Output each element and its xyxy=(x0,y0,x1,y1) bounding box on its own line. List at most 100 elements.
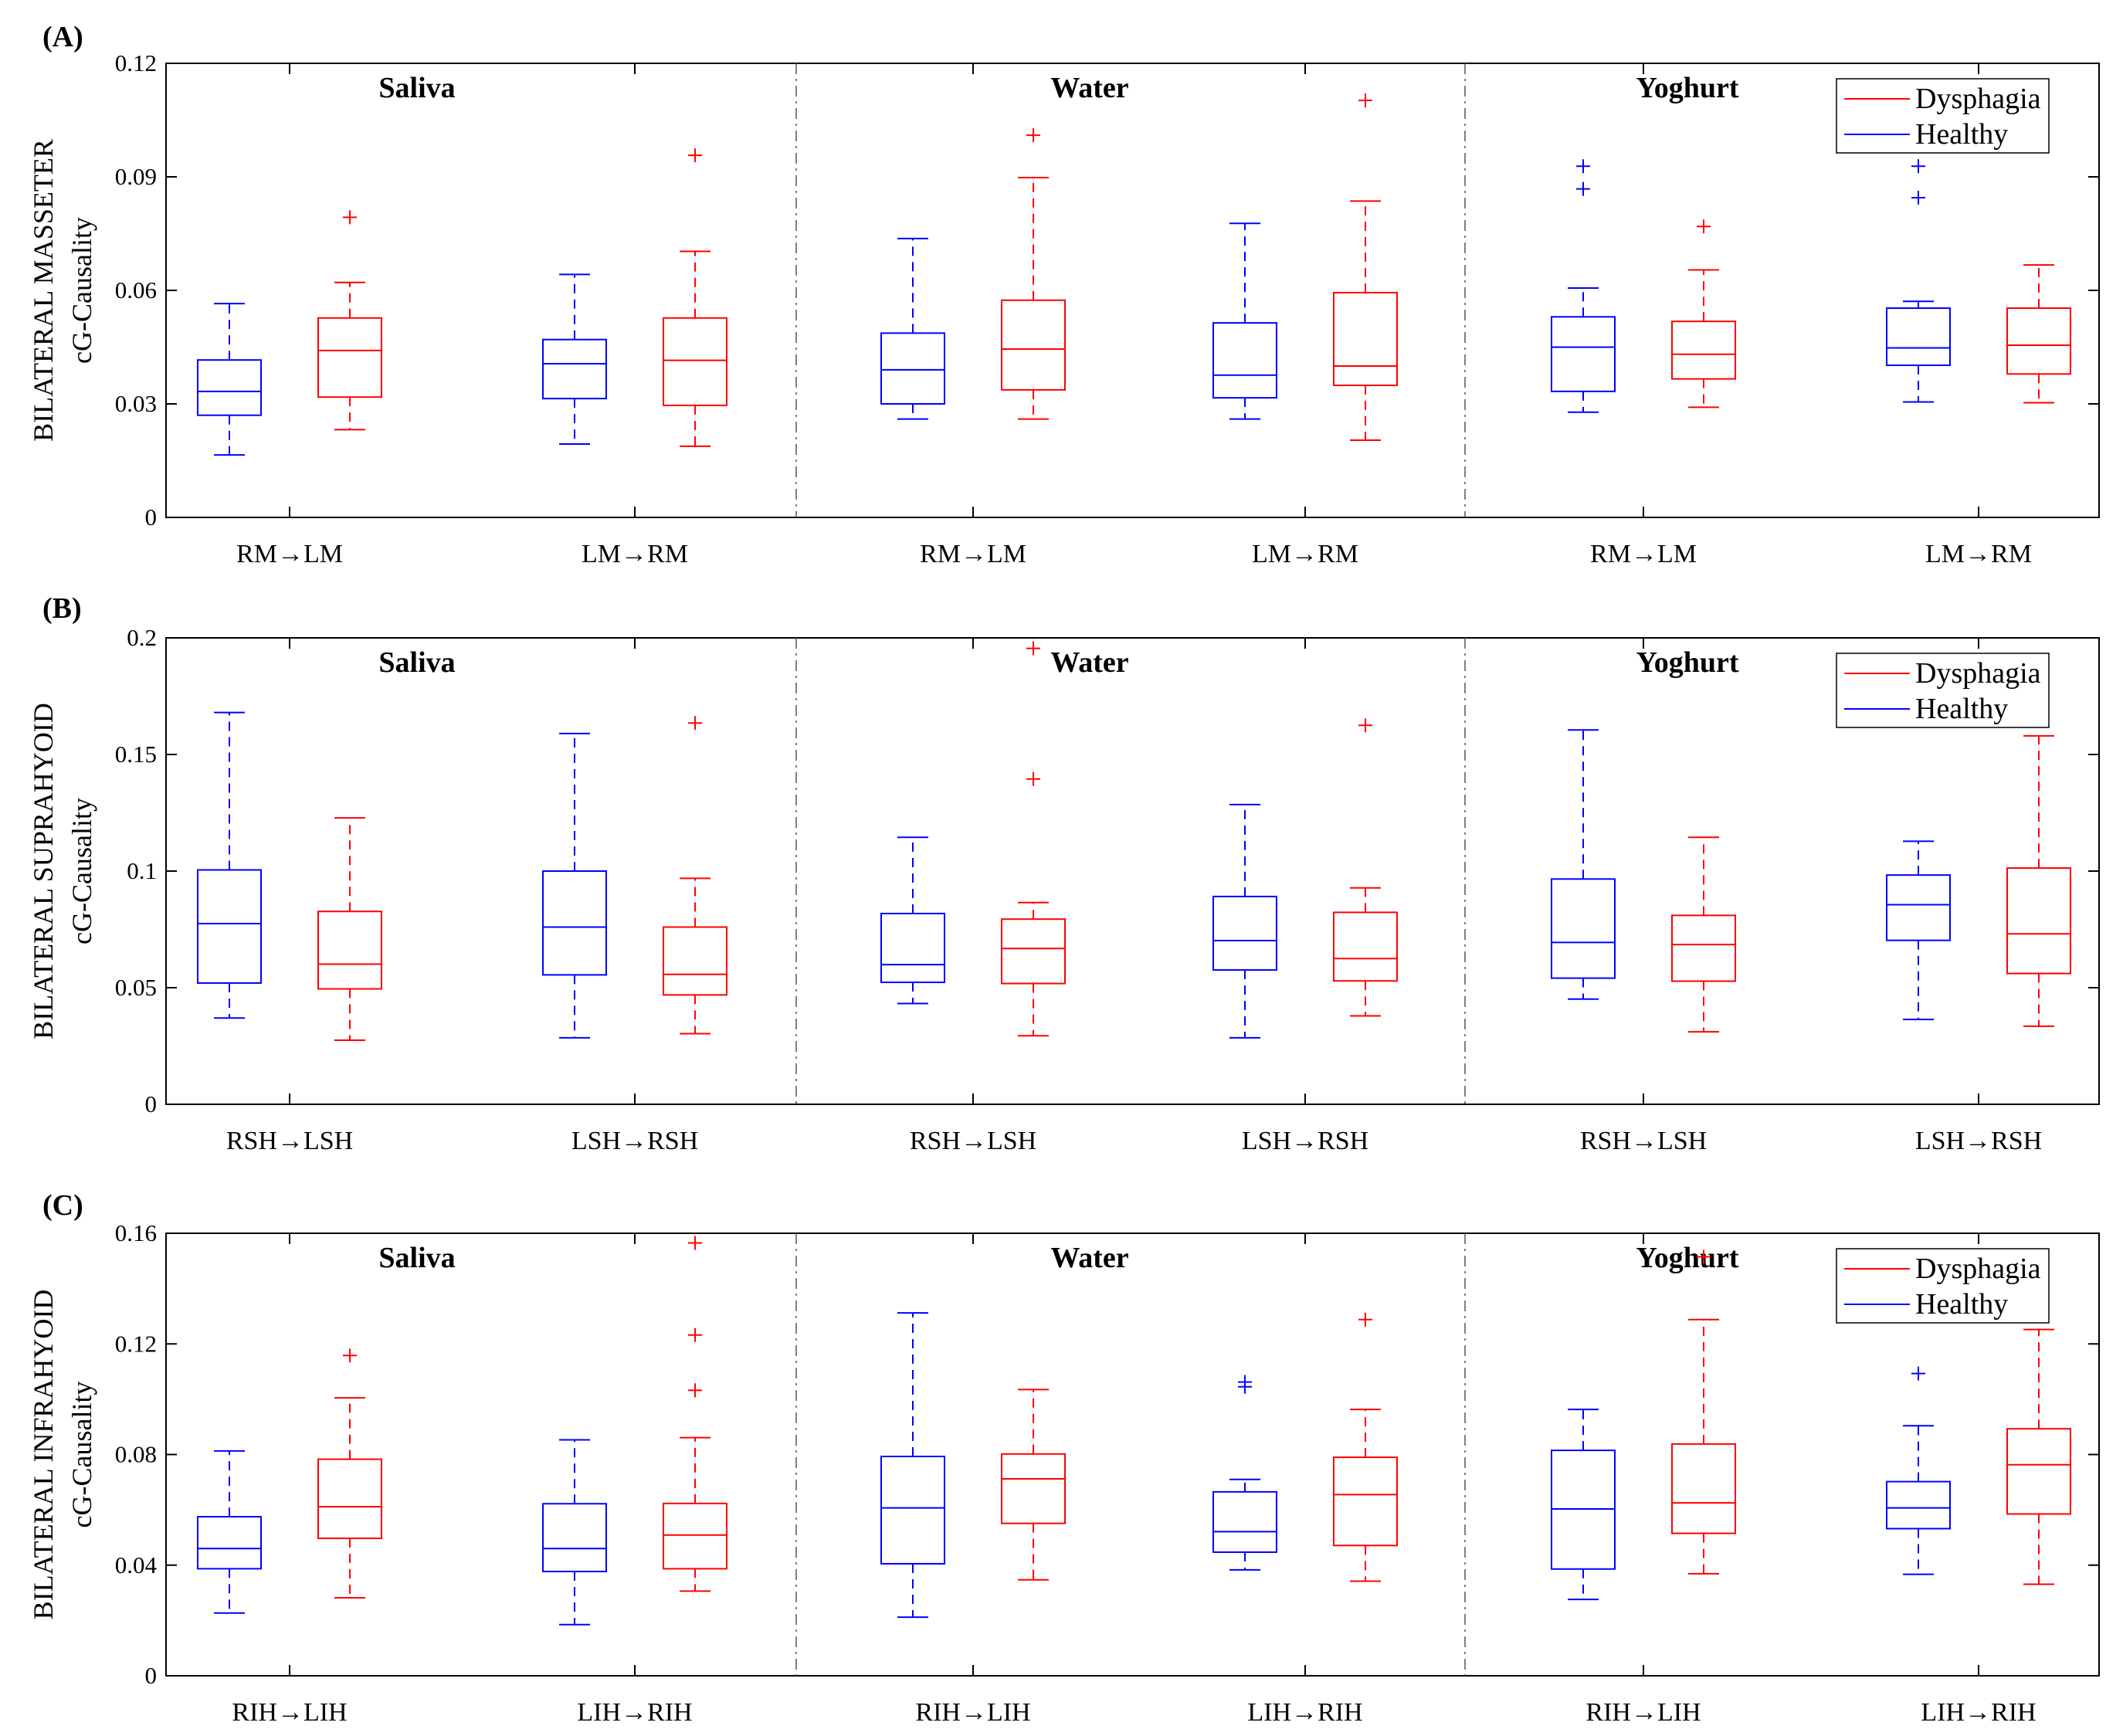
box-dysphagia xyxy=(2006,264,2071,404)
iqr-box xyxy=(1333,911,1398,982)
x-category-label: LIH→RIH xyxy=(577,1698,692,1727)
y-axis-subtitle: cG-Causality xyxy=(66,798,97,944)
x-category-label: LM→RM xyxy=(1252,540,1358,568)
outlier-marker xyxy=(1026,771,1040,786)
x-category-label: LSH→RSH xyxy=(571,1127,698,1155)
iqr-box xyxy=(2006,867,2071,975)
box-dysphagia xyxy=(2006,734,2071,1027)
iqr-box xyxy=(1001,299,1066,391)
iqr-box xyxy=(1333,291,1398,386)
outlier-marker xyxy=(688,1236,702,1250)
y-tick-label: 0.09 xyxy=(115,163,157,190)
legend-label-dysphagia: Dysphagia xyxy=(1915,657,2041,690)
iqr-box xyxy=(1886,874,1951,941)
iqr-box xyxy=(317,317,382,398)
box-healthy xyxy=(880,836,945,1005)
x-category-label: RIH→LIH xyxy=(232,1698,347,1727)
section-label: Water xyxy=(1050,1242,1128,1274)
outlier-marker xyxy=(1026,128,1040,143)
iqr-box xyxy=(197,1516,262,1570)
iqr-box xyxy=(1212,1490,1277,1553)
y-tick-label: 0.08 xyxy=(115,1441,157,1468)
iqr-box xyxy=(1551,316,1616,392)
x-category-label: RIH→LIH xyxy=(915,1698,1030,1727)
x-category-label: RM→LM xyxy=(920,540,1026,568)
box-healthy xyxy=(1551,729,1616,1000)
legend-label-healthy: Healthy xyxy=(1915,1288,2008,1321)
iqr-box xyxy=(1212,895,1277,971)
y-tick-label: 0 xyxy=(145,1662,158,1689)
box-healthy xyxy=(1212,1375,1277,1571)
outlier-marker xyxy=(1576,181,1590,196)
iqr-box xyxy=(663,926,727,996)
legend-frame xyxy=(1836,1248,2050,1324)
box-healthy xyxy=(542,732,607,1039)
y-tick-label: 0.16 xyxy=(115,1219,157,1246)
y-tick-label: 0.1 xyxy=(127,857,157,884)
iqr-box xyxy=(317,1458,382,1540)
box-healthy xyxy=(1551,1409,1616,1601)
iqr-box xyxy=(880,912,945,984)
outlier-marker xyxy=(1576,159,1590,174)
x-category-label: RM→LM xyxy=(236,540,343,568)
y-tick-label: 0.04 xyxy=(115,1551,158,1578)
box-healthy xyxy=(880,1312,945,1619)
box-dysphagia xyxy=(1333,718,1398,1017)
box-healthy xyxy=(1551,159,1616,413)
y-tick-label: 0.12 xyxy=(115,1330,157,1357)
x-category-label: RM→LM xyxy=(1590,540,1697,568)
box-dysphagia xyxy=(663,716,727,1035)
box-healthy xyxy=(542,1439,607,1626)
iqr-box xyxy=(2006,307,2071,375)
x-category-label: LSH→RSH xyxy=(1242,1127,1368,1155)
box-healthy xyxy=(1886,159,1951,403)
outlier-marker xyxy=(1911,190,1925,205)
panel-1: (A) 0 0.03 0.06 0.09 0.12 RM→LM LM→RM RM→LM LM→RM… xyxy=(28,21,2100,568)
iqr-box xyxy=(197,869,262,984)
y-tick-label: 0.15 xyxy=(115,741,157,768)
outlier-marker xyxy=(1358,1312,1372,1327)
iqr-box xyxy=(880,1456,945,1565)
outlier-marker xyxy=(343,1348,357,1363)
outlier-marker xyxy=(688,148,702,163)
section-label: Water xyxy=(1050,646,1128,679)
legend-label-healthy: Healthy xyxy=(1915,118,2008,151)
x-category-label: RSH→LSH xyxy=(910,1127,1036,1155)
section-label: Yoghurt xyxy=(1636,646,1738,679)
y-tick-label: 0 xyxy=(145,1090,158,1117)
y-axis-title: BILATERAL MASSETER xyxy=(28,139,59,442)
box-dysphagia xyxy=(1333,93,1398,442)
legend-label-healthy: Healthy xyxy=(1915,693,2008,725)
box-healthy xyxy=(880,237,945,420)
iqr-box xyxy=(542,338,607,400)
outlier-marker xyxy=(1026,641,1040,656)
box-healthy xyxy=(542,273,607,445)
x-category-label: LIH→RIH xyxy=(1921,1698,2036,1727)
outlier-marker xyxy=(1238,1375,1252,1389)
outlier-marker xyxy=(1358,718,1372,733)
outlier-marker xyxy=(1911,159,1925,174)
y-tick-label: 0.03 xyxy=(115,390,157,417)
box-dysphagia xyxy=(1671,1249,1736,1575)
iqr-box xyxy=(1671,914,1736,982)
box-dysphagia xyxy=(317,817,382,1041)
iqr-box xyxy=(663,317,727,406)
y-axis-subtitle: cG-Causality xyxy=(66,217,97,364)
section-label: Yoghurt xyxy=(1636,1242,1738,1274)
section-label: Water xyxy=(1050,72,1128,104)
box-dysphagia xyxy=(317,210,382,431)
iqr-box xyxy=(1212,322,1277,399)
box-dysphagia xyxy=(663,1236,727,1592)
iqr-box xyxy=(880,332,945,405)
section-label: Yoghurt xyxy=(1636,72,1738,104)
box-dysphagia xyxy=(317,1348,382,1599)
x-category-label: RSH→LSH xyxy=(226,1127,353,1155)
x-category-label: RSH→LSH xyxy=(1580,1127,1707,1155)
x-category-label: LM→RM xyxy=(1925,540,2032,568)
iqr-box xyxy=(1001,1453,1066,1524)
outlier-marker xyxy=(688,716,702,731)
x-category-label: LIH→RIH xyxy=(1247,1698,1362,1727)
iqr-box xyxy=(1886,1480,1951,1530)
